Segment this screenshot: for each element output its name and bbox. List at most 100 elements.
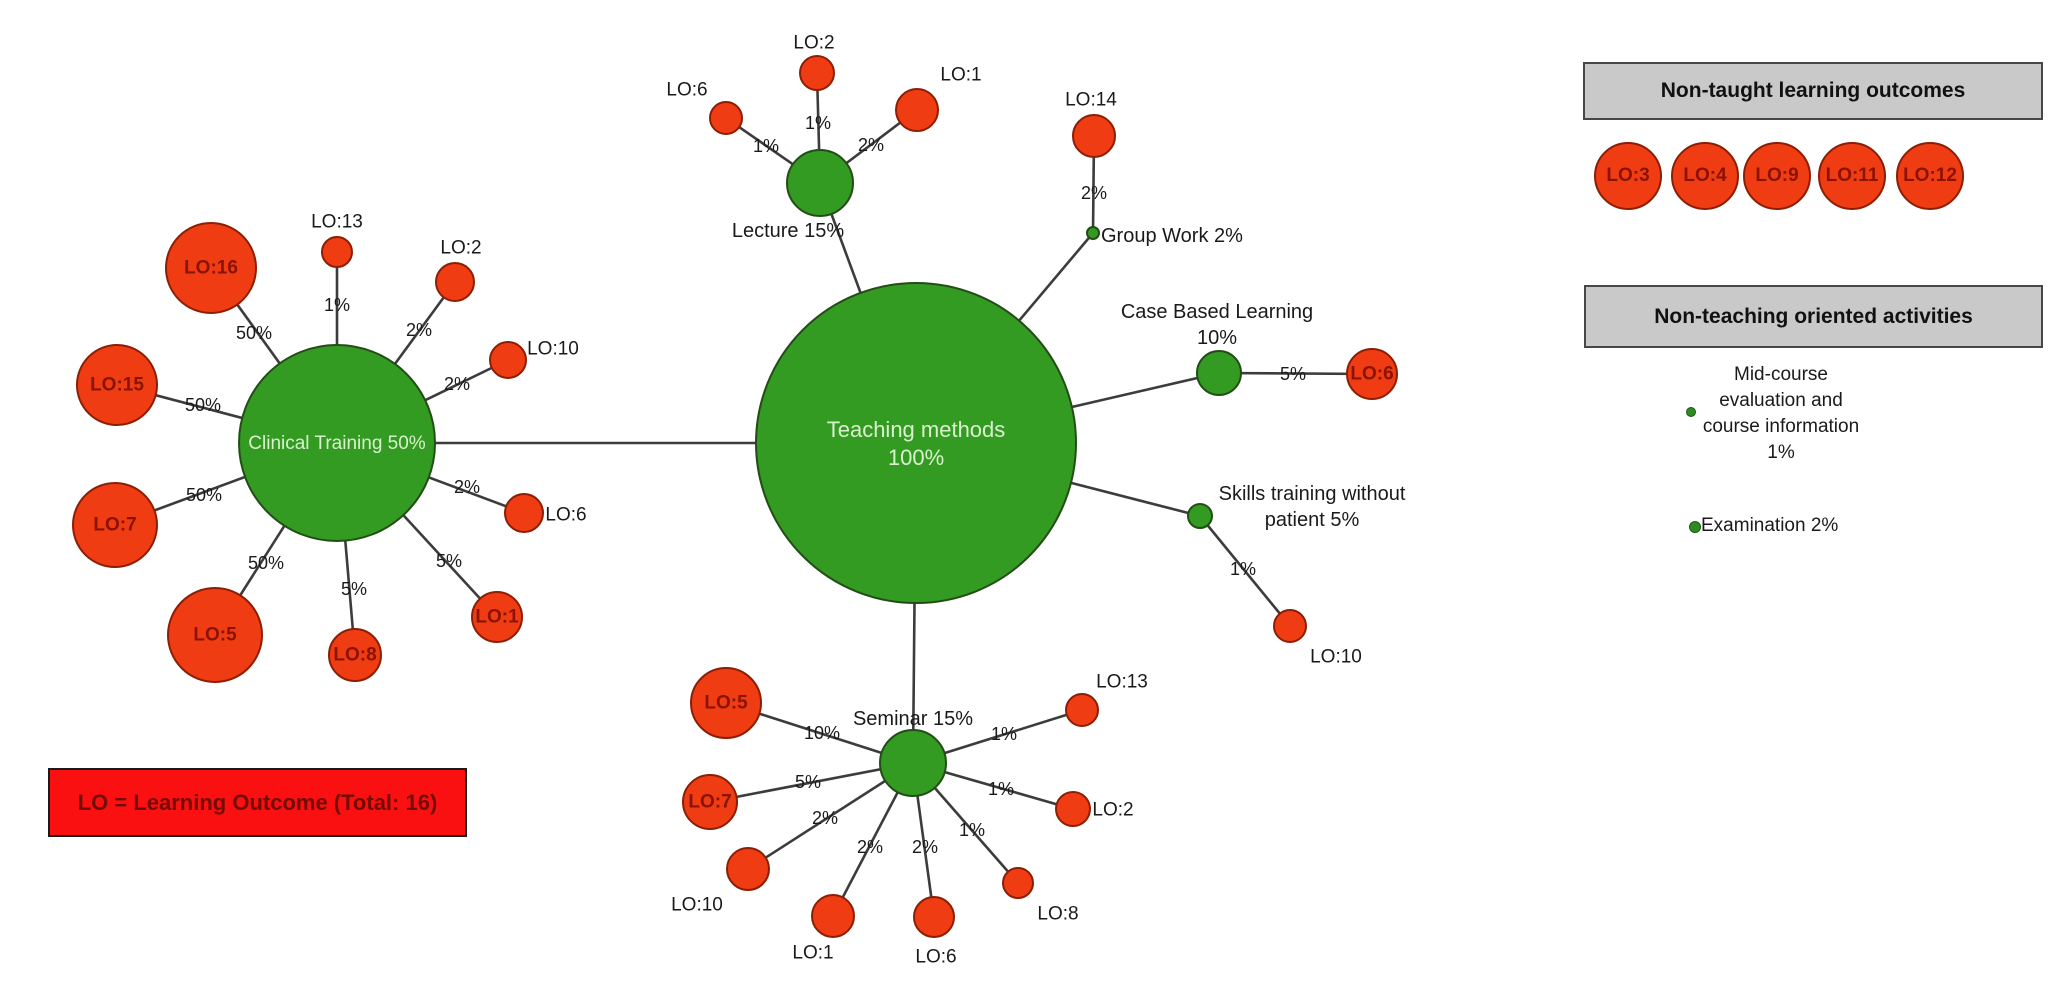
- mid-course-line-4: 1%: [1767, 442, 1795, 463]
- outcome-node-sem_lo6: [913, 896, 955, 938]
- mid-course-evaluation-entry: Mid-course evaluation and course informa…: [1671, 362, 1891, 466]
- outcome-node-c_lo5: [167, 587, 263, 683]
- mid-course-line-2: evaluation and: [1719, 390, 1843, 411]
- activity-label-teaching: Teaching methods 100%: [827, 417, 1006, 470]
- outcome-node-c_lo13: [321, 236, 353, 268]
- legend-non-teaching-title: Non-teaching oriented activities: [1654, 304, 1973, 328]
- legend-outcome-lo9: LO:9: [1743, 142, 1811, 210]
- lo-abbreviation-note-box: LO = Learning Outcome (Total: 16): [48, 768, 467, 837]
- edge-label-cbl-cbl_lo6: 5%: [1280, 364, 1306, 384]
- legend-outcome-lo11-label: LO:11: [1825, 165, 1879, 186]
- examination-label: Examination 2%: [1701, 515, 1839, 536]
- outcome-label-sem_lo10: LO:10: [671, 895, 723, 916]
- lo-abbreviation-note-text: LO = Learning Outcome (Total: 16): [77, 789, 438, 815]
- mid-course-line-1: Mid-course: [1734, 364, 1828, 385]
- outcome-node-sem_lo1: [811, 894, 855, 938]
- outcome-node-l_lo6: [709, 101, 743, 135]
- outcome-label-c_lo7: LO:7: [93, 515, 136, 536]
- legend-outcome-lo4: LO:4: [1671, 142, 1739, 210]
- edge-label-seminar-sem_lo2: 1%: [988, 779, 1014, 799]
- edge-label-lecture-l_lo6: 1%: [753, 136, 779, 156]
- outcome-node-sem_lo10: [726, 847, 770, 891]
- legend-outcome-lo12-label: LO:12: [1903, 165, 1957, 186]
- outcome-label-sem_lo1: LO:1: [792, 943, 833, 964]
- outcome-node-c_lo8: [328, 628, 382, 682]
- activity-node-skills: [1187, 503, 1213, 529]
- activity-label-clinical: Clinical Training 50%: [248, 433, 426, 454]
- outcome-label-sem_lo8: LO:8: [1037, 904, 1078, 925]
- mid-course-line-3: course information: [1702, 416, 1860, 437]
- outcome-node-sem_lo13: [1065, 693, 1099, 727]
- edge-skills-s_lo10: [1198, 515, 1292, 627]
- outcome-label-sem_lo7: LO:7: [688, 792, 731, 813]
- outcome-label-sem_lo6: LO:6: [915, 947, 956, 968]
- edge-label-clinical-c_lo15: 50%: [185, 395, 221, 415]
- edge-label-skills-s_lo10: 1%: [1230, 559, 1256, 579]
- outcome-label-c_lo5: LO:5: [193, 625, 237, 646]
- legend-non-taught-header: Non-taught learning outcomes: [1583, 62, 2043, 120]
- outcome-node-c_lo15: [76, 344, 158, 426]
- edge-label-seminar-sem_lo6: 2%: [912, 837, 938, 857]
- legend-outcome-lo3-label: LO:3: [1606, 165, 1650, 186]
- outcome-label-g_lo14: LO:14: [1065, 90, 1117, 111]
- edge-label-lecture-l_lo2: 1%: [805, 113, 831, 133]
- outcome-label-c_lo16: LO:16: [184, 258, 238, 279]
- edge-label-clinical-c_lo7: 50%: [186, 485, 222, 505]
- outcome-label-s_lo10: LO:10: [1310, 647, 1362, 668]
- edge-label-seminar-sem_lo13: 1%: [991, 724, 1017, 744]
- edge-label-clinical-c_lo2: 2%: [406, 320, 432, 340]
- outcome-label-sem_lo13: LO:13: [1096, 672, 1148, 693]
- outcome-label-c_lo15: LO:15: [90, 375, 144, 396]
- outcome-node-c_lo16: [165, 222, 257, 314]
- outcome-label-c_lo8: LO:8: [333, 645, 376, 666]
- edge-label-clinical-c_lo5: 50%: [248, 553, 284, 573]
- activity-label-cbl: Case Based Learning 10%: [1121, 301, 1313, 349]
- legend-non-taught-title: Non-taught learning outcomes: [1660, 79, 1966, 102]
- activity-node-cbl: [1196, 350, 1242, 396]
- outcome-node-c_lo1: [471, 591, 523, 643]
- outcome-node-c_lo7: [72, 482, 158, 568]
- edge-label-lecture-l_lo1: 2%: [858, 135, 884, 155]
- outcome-label-c_lo6: LO:6: [545, 505, 586, 526]
- outcome-label-c_lo10: LO:10: [527, 339, 579, 360]
- activity-label-groupwork: Group Work 2%: [1101, 225, 1243, 247]
- outcome-label-l_lo1: LO:1: [940, 65, 981, 86]
- outcome-node-g_lo14: [1072, 114, 1116, 158]
- outcome-node-c_lo6: [504, 493, 544, 533]
- outcome-node-sem_lo5: [690, 667, 762, 739]
- edge-label-clinical-c_lo6: 2%: [454, 477, 480, 497]
- edge-label-clinical-c_lo16: 50%: [236, 323, 272, 343]
- edge-label-clinical-c_lo13: 1%: [324, 295, 350, 315]
- edge-label-clinical-c_lo1: 5%: [436, 551, 462, 571]
- activity-node-teaching: [755, 282, 1077, 604]
- outcome-label-c_lo13: LO:13: [311, 212, 363, 233]
- outcome-node-s_lo10: [1273, 609, 1307, 643]
- outcome-node-sem_lo2: [1055, 791, 1091, 827]
- outcome-label-c_lo2: LO:2: [440, 238, 481, 259]
- outcome-node-sem_lo7: [682, 774, 738, 830]
- edge-label-seminar-sem_lo10: 2%: [812, 808, 838, 828]
- outcome-node-cbl_lo6: [1346, 348, 1398, 400]
- outcome-label-l_lo2: LO:2: [793, 33, 834, 54]
- mid-course-dot-icon: [1686, 407, 1696, 417]
- outcome-label-l_lo6: LO:6: [666, 80, 707, 101]
- edge-label-seminar-sem_lo8: 1%: [959, 820, 985, 840]
- legend-non-teaching-header: Non-teaching oriented activities: [1584, 285, 2043, 348]
- legend-outcome-lo3: LO:3: [1594, 142, 1662, 210]
- activity-node-groupwork: [1086, 226, 1100, 240]
- edge-label-seminar-sem_lo7: 5%: [795, 772, 821, 792]
- activity-label-lecture: Lecture 15%: [732, 220, 845, 242]
- activity-node-seminar: [879, 729, 947, 797]
- legend-outcome-lo4-label: LO:4: [1683, 165, 1727, 186]
- edge-label-clinical-c_lo10: 2%: [444, 374, 470, 394]
- activity-label-skills: Skills training without patient 5%: [1219, 483, 1406, 531]
- outcome-label-sem_lo2: LO:2: [1092, 800, 1133, 821]
- outcome-node-c_lo2: [435, 262, 475, 302]
- outcome-label-cbl_lo6: LO:6: [1350, 364, 1393, 385]
- edge-label-seminar-sem_lo5: 10%: [804, 723, 840, 743]
- outcome-node-c_lo10: [489, 341, 527, 379]
- legend-outcome-lo9-label: LO:9: [1755, 165, 1799, 186]
- outcome-label-sem_lo5: LO:5: [704, 693, 748, 714]
